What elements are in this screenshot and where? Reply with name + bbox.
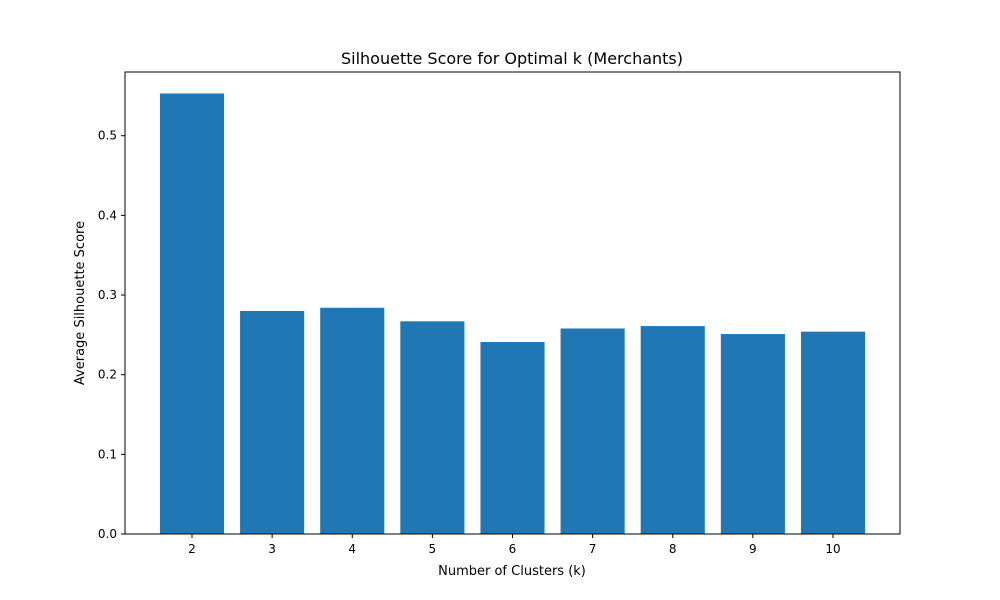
x-ticks-group: 2 3 4 5 6 7 8 9 10	[188, 534, 841, 556]
plot-frame	[124, 71, 901, 535]
x-tick-label: 3	[268, 542, 276, 556]
x-tick-label: 2	[188, 542, 196, 556]
bar-k-5	[400, 321, 465, 534]
x-tick-label: 7	[589, 542, 597, 556]
bar-k-8	[640, 326, 705, 534]
y-tick-label: 0.1	[98, 447, 117, 461]
x-axis-label: Number of Clusters (k)	[438, 564, 586, 579]
x-tick-label: 5	[429, 542, 437, 556]
bars-group	[159, 93, 866, 534]
bar-k-2	[159, 93, 225, 534]
x-tick-label: 4	[348, 542, 356, 556]
x-tick-label: 9	[749, 542, 757, 556]
bar-k-7	[560, 328, 625, 534]
bar-k-6	[480, 342, 545, 534]
chart-title: Silhouette Score for Optimal k (Merchant…	[341, 49, 683, 68]
y-tick-label: 0.3	[98, 288, 117, 302]
y-tick-label: 0.4	[98, 208, 117, 222]
x-tick-label: 6	[509, 542, 517, 556]
bar-k-9	[720, 334, 785, 534]
x-tick-label: 8	[669, 542, 677, 556]
bar-k-10	[800, 331, 866, 534]
y-tick-label: 0.2	[98, 368, 117, 382]
y-tick-label: 0.5	[98, 129, 117, 143]
y-axis-label: Average Silhouette Score	[73, 221, 88, 385]
bar-k-4	[320, 307, 385, 534]
y-ticks-group: 0.0 0.1 0.2 0.3 0.4 0.5	[98, 129, 125, 541]
x-tick-label: 10	[825, 542, 840, 556]
bar-k-3	[240, 310, 305, 534]
y-tick-label: 0.0	[98, 527, 117, 541]
